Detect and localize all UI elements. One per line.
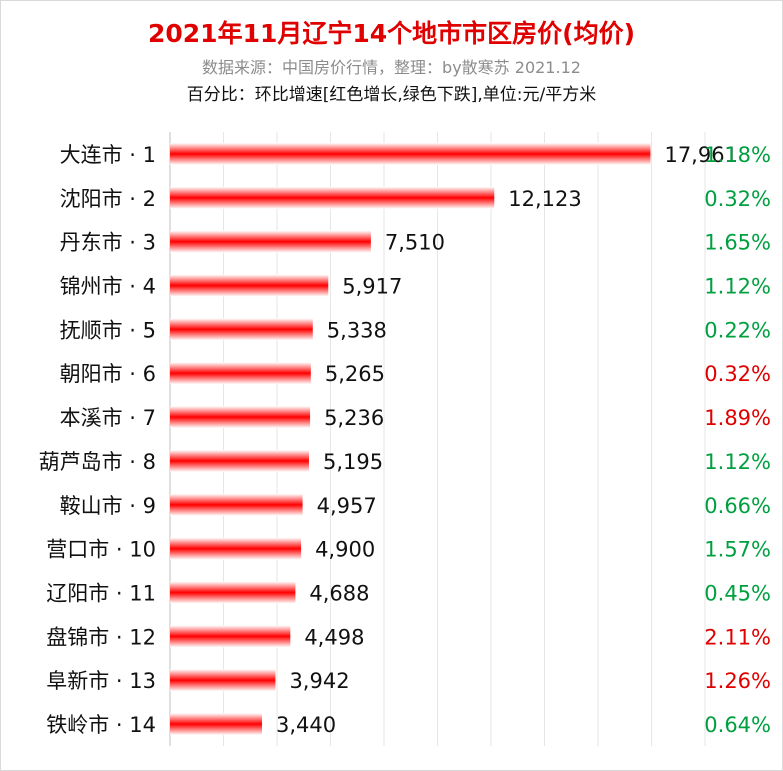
value-label: 4,688 <box>309 582 369 606</box>
value-label: 17,961 <box>664 143 737 167</box>
category-label: 沈阳市 · 2 <box>60 187 156 211</box>
change-pct-label: 2.11% <box>704 625 771 649</box>
change-pct-label: 0.64% <box>704 713 771 737</box>
value-label: 5,236 <box>324 406 384 430</box>
bar <box>170 274 329 297</box>
value-label: 3,942 <box>289 669 349 693</box>
change-pct-label: 1.65% <box>704 231 771 255</box>
category-label: 辽阳市 · 11 <box>46 582 156 606</box>
bar <box>170 713 263 736</box>
category-label: 葫芦岛市 · 8 <box>39 450 156 474</box>
bar <box>170 449 309 472</box>
bar <box>170 537 302 560</box>
bar <box>170 669 276 692</box>
category-label: 锦州市 · 4 <box>60 275 156 299</box>
change-pct-label: 0.66% <box>704 494 771 518</box>
bar <box>170 362 311 385</box>
change-pct-label: 1.18% <box>704 143 771 167</box>
bar <box>170 186 495 209</box>
change-pct-label: 0.22% <box>704 318 771 342</box>
category-label: 朝阳市 · 6 <box>60 362 156 386</box>
category-label: 铁岭市 · 14 <box>46 713 156 737</box>
category-label: 丹东市 · 3 <box>60 231 156 255</box>
chart-note: 百分比：环比增速[红色增长,绿色下跌],单位:元/平方米 <box>186 85 597 105</box>
bar <box>170 406 311 429</box>
chart-subtitle: 数据来源：中国房价行情，整理：by散寒苏 2021.12 <box>202 58 581 77</box>
category-label: 阜新市 · 13 <box>46 669 156 693</box>
bar <box>170 142 651 165</box>
change-pct-label: 1.12% <box>704 450 771 474</box>
bar <box>170 581 296 604</box>
category-label: 本溪市 · 7 <box>60 406 156 430</box>
category-label: 鞍山市 · 9 <box>60 494 156 518</box>
category-label: 大连市 · 1 <box>60 143 156 167</box>
value-label: 12,123 <box>508 187 581 211</box>
change-pct-label: 1.26% <box>704 669 771 693</box>
bar <box>170 625 291 648</box>
value-label: 4,498 <box>304 625 364 649</box>
chart-title: 2021年11月辽宁14个地市市区房价(均价) <box>147 19 635 48</box>
change-pct-label: 0.32% <box>704 187 771 211</box>
change-pct-label: 1.89% <box>704 406 771 430</box>
bar <box>170 493 303 516</box>
value-label: 4,957 <box>317 494 377 518</box>
change-pct-label: 1.57% <box>704 538 771 562</box>
value-label: 4,900 <box>315 538 375 562</box>
change-pct-label: 0.45% <box>704 582 771 606</box>
bar <box>170 318 313 341</box>
category-label: 盘锦市 · 12 <box>46 625 156 649</box>
change-pct-label: 1.12% <box>704 275 771 299</box>
category-label: 抚顺市 · 5 <box>60 318 156 342</box>
value-label: 5,917 <box>342 275 402 299</box>
category-label: 营口市 · 10 <box>46 538 156 562</box>
value-label: 5,195 <box>323 450 383 474</box>
value-label: 5,265 <box>325 362 385 386</box>
bar <box>170 230 371 253</box>
value-label: 3,440 <box>276 713 336 737</box>
value-label: 7,510 <box>385 231 445 255</box>
change-pct-label: 0.32% <box>704 362 771 386</box>
value-label: 5,338 <box>327 318 387 342</box>
